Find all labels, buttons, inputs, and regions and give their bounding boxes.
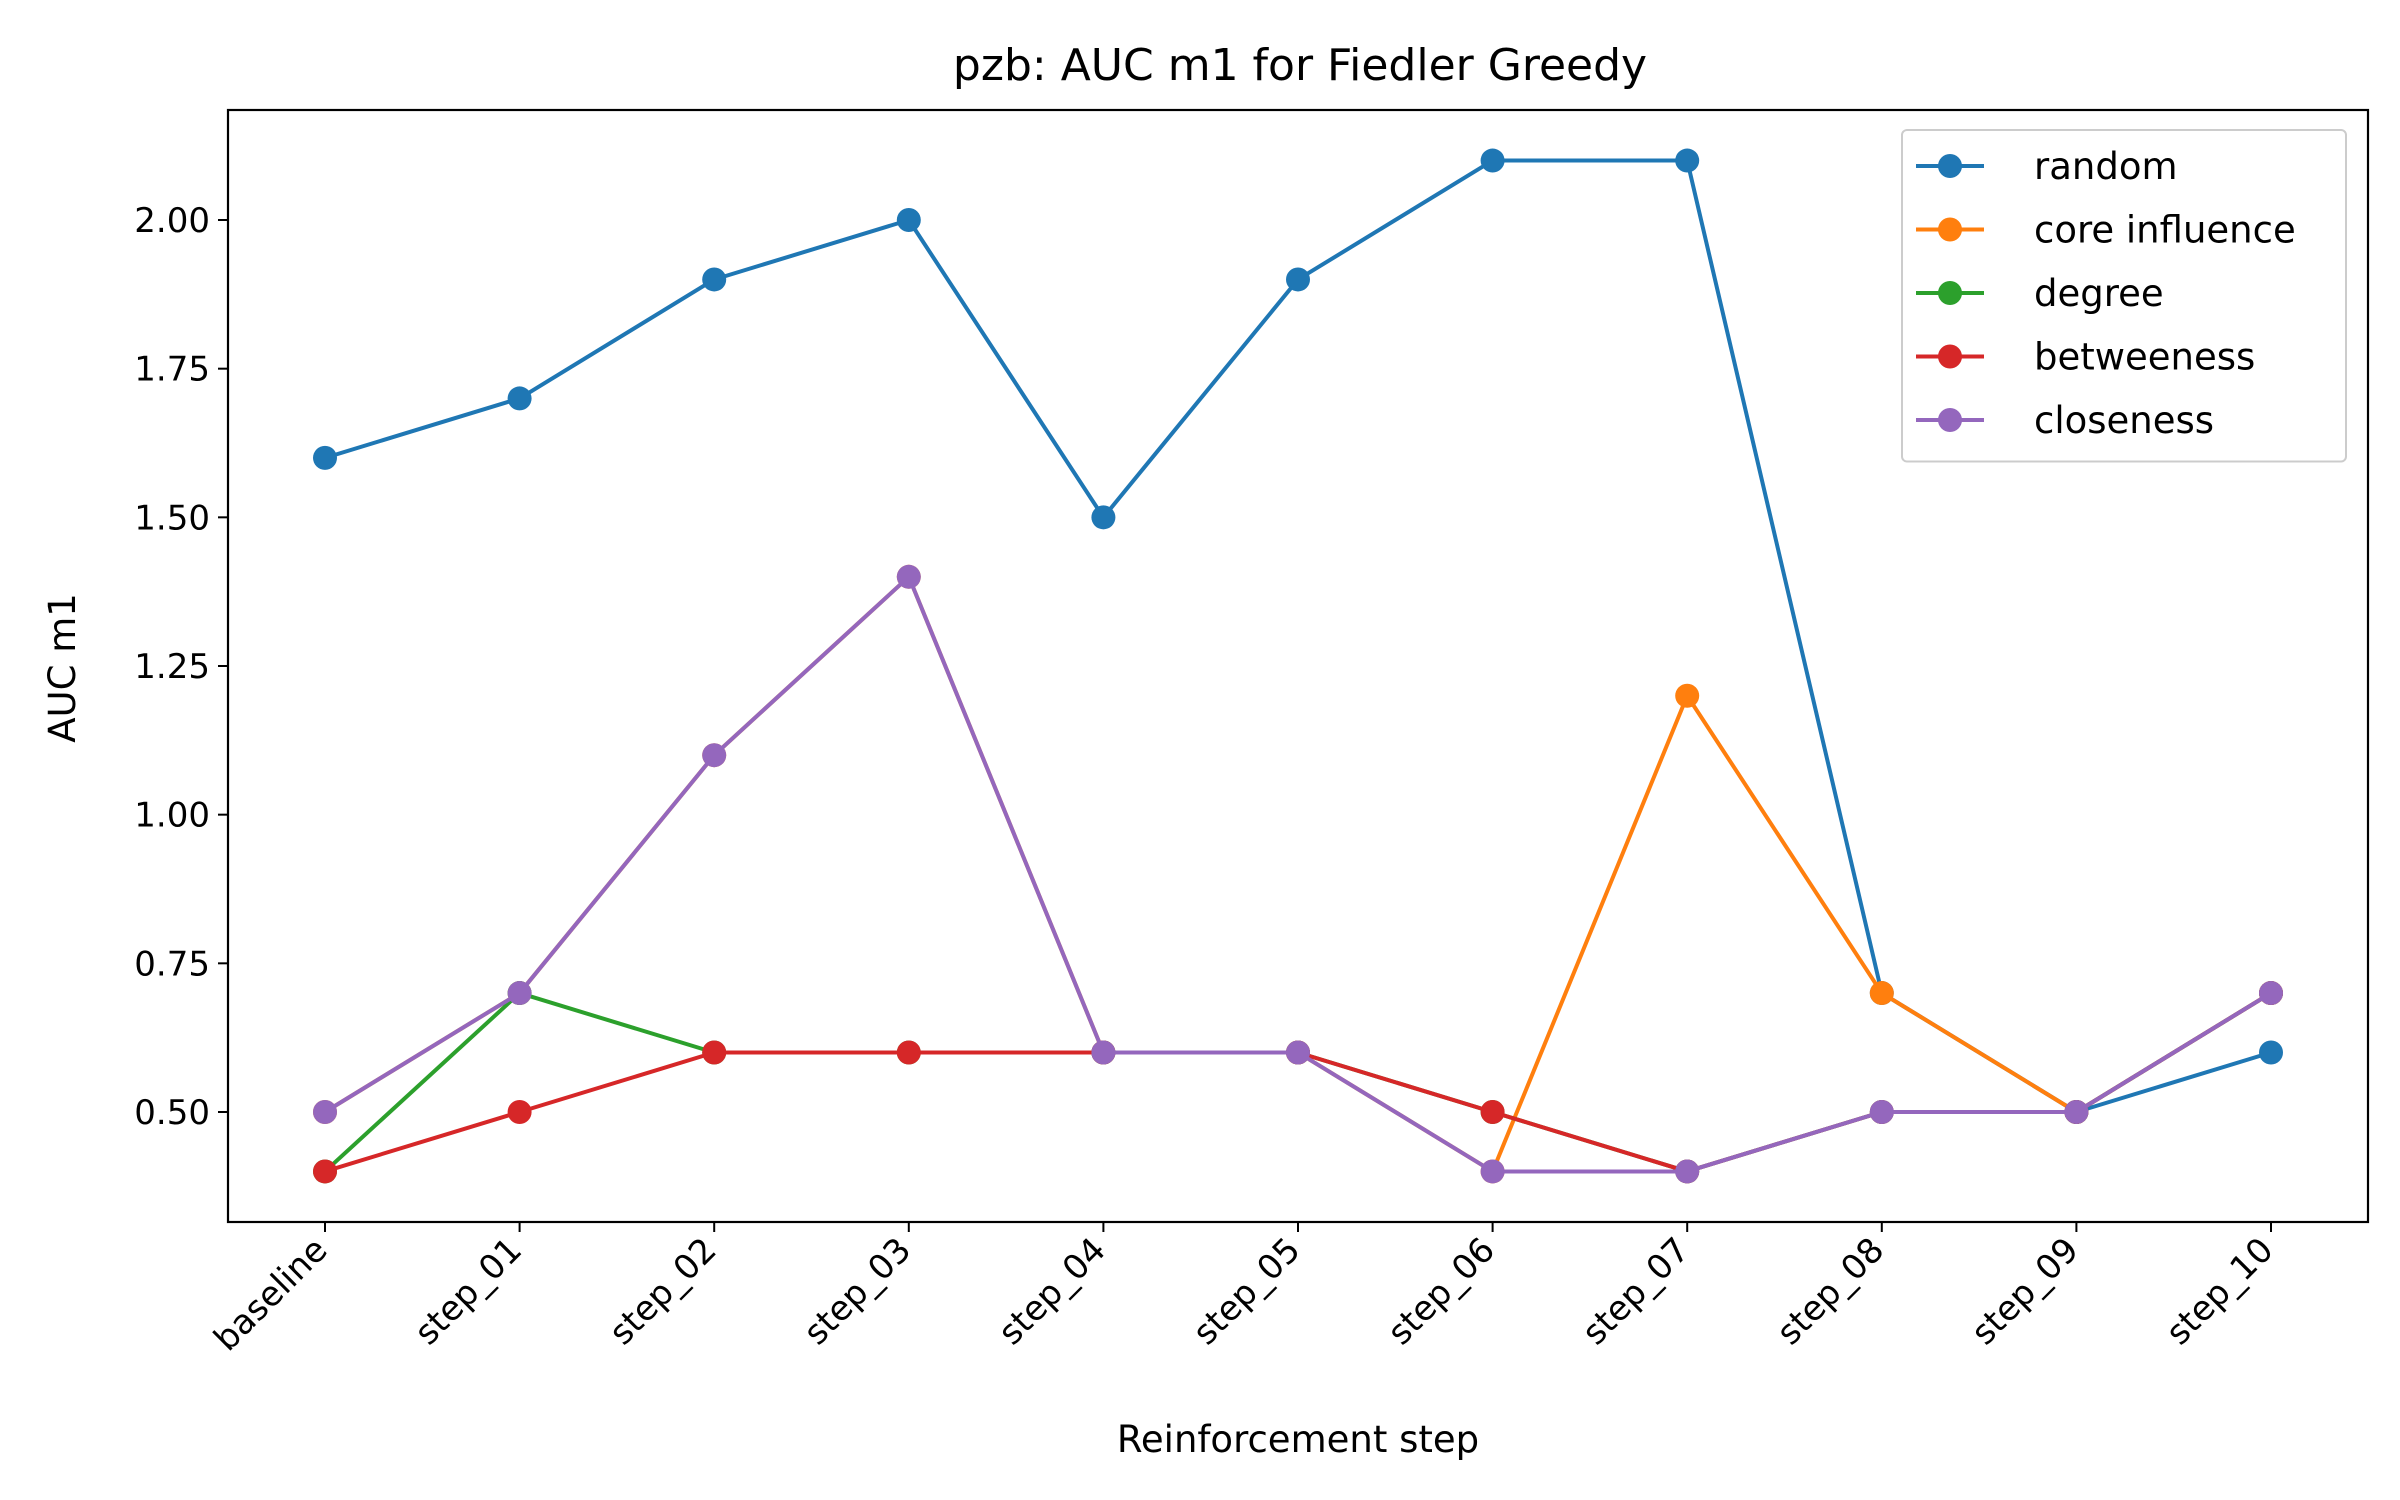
y-tick-label: 1.25 (134, 647, 210, 687)
legend-label: closeness (2034, 399, 2214, 442)
legend-marker (1938, 408, 1962, 432)
x-tick-label: step_01 (407, 1230, 530, 1353)
y-tick-label: 0.75 (134, 944, 210, 984)
data-point (1286, 1040, 1310, 1065)
data-point (2259, 981, 2283, 1006)
y-tick-label: 2.00 (134, 201, 210, 241)
legend: random core influence degree betweeness clos… (1901, 129, 2347, 463)
chart-title: pzb: AUC m1 for Fiedler Greedy (953, 40, 1647, 91)
data-point (1480, 1159, 1505, 1184)
x-tick-label: step_08 (1769, 1230, 1892, 1353)
y-tick-label: 1.50 (134, 498, 210, 538)
data-point (313, 1159, 337, 1184)
data-point (896, 208, 921, 233)
x-tick-label: step_07 (1575, 1230, 1698, 1353)
legend-marker (1938, 154, 1962, 178)
x-tick-label: step_03 (796, 1230, 919, 1353)
x-tick-label: step_04 (991, 1230, 1114, 1353)
legend-label: random (2034, 145, 2178, 188)
x-axis-label: Reinforcement step (1117, 1418, 1479, 1461)
legend-marker (1938, 217, 1962, 242)
data-point (2259, 1040, 2283, 1065)
legend-label: betweeness (2034, 336, 2255, 379)
x-tick-label: step_09 (1964, 1230, 2087, 1353)
data-point (1480, 1099, 1505, 1124)
x-tick-label: step_05 (1185, 1230, 1308, 1353)
legend-label: core influence (2034, 209, 2296, 252)
data-point (896, 564, 921, 589)
data-point (507, 386, 532, 411)
x-tick-label: step_10 (2158, 1230, 2281, 1353)
legend-label: degree (2034, 272, 2164, 315)
data-point (896, 1040, 921, 1065)
series-line (323, 991, 2273, 1174)
data-point (1675, 1159, 1700, 1184)
data-point (1675, 148, 1700, 173)
data-point (702, 267, 727, 292)
data-point (313, 1099, 337, 1124)
data-point (1869, 981, 1894, 1006)
data-point (507, 981, 532, 1006)
data-point (507, 1099, 532, 1124)
y-axis-label: AUC m1 (41, 593, 84, 743)
data-point (1091, 505, 1116, 530)
legend-marker (1938, 344, 1962, 369)
legend-box (1901, 129, 2347, 463)
x-tick-label: step_06 (1380, 1230, 1503, 1353)
data-point (313, 445, 337, 470)
y-tick-label: 1.00 (134, 796, 210, 836)
data-point (1869, 1099, 1894, 1124)
x-tick-label: baseline (206, 1230, 335, 1359)
x-tick-label: step_02 (602, 1230, 725, 1353)
data-point (2064, 1099, 2089, 1124)
data-point (1091, 1040, 1116, 1065)
data-point (702, 1040, 727, 1065)
data-point (1480, 148, 1505, 173)
y-tick-label: 1.75 (134, 350, 210, 390)
y-tick-label: 0.50 (134, 1093, 210, 1133)
data-point (1286, 267, 1310, 292)
data-point (1675, 683, 1700, 708)
data-point (702, 743, 727, 768)
legend-marker (1938, 281, 1962, 305)
